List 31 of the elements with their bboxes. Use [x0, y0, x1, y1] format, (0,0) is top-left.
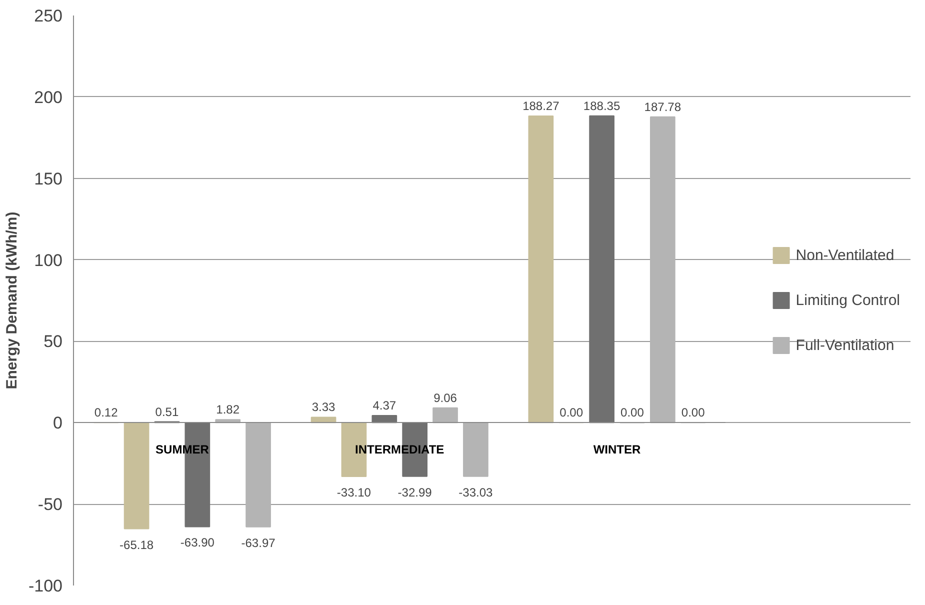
x-tick-label: WINTER — [593, 442, 642, 457]
y-tick-label: 150 — [34, 169, 63, 188]
y-tick-label: 200 — [34, 88, 63, 107]
data-label: 0.51 — [155, 404, 179, 419]
y-tick-label: -100 — [28, 576, 63, 596]
data-label: -63.90 — [180, 536, 215, 550]
data-label: 1.82 — [216, 402, 240, 417]
legend-label: Limiting Control — [796, 292, 900, 308]
data-label: 4.37 — [372, 398, 396, 413]
y-tick-label: 250 — [34, 6, 63, 26]
y-tick-label: -50 — [38, 495, 63, 514]
data-label: -32.99 — [398, 485, 432, 500]
data-label: -33.10 — [336, 486, 372, 500]
data-label: 187.78 — [644, 100, 682, 114]
data-label: 9.06 — [434, 390, 458, 405]
data-label: 0.00 — [560, 406, 584, 420]
y-tick-label: 50 — [44, 332, 63, 352]
data-label: 0.00 — [681, 406, 706, 420]
data-label: 3.33 — [312, 400, 336, 414]
data-label: 188.27 — [522, 99, 560, 114]
legend-label: Non-Ventilated — [796, 246, 894, 264]
data-label: -63.97 — [241, 536, 276, 550]
legend-label: Full-Ventilation — [796, 336, 894, 354]
data-label: -33.03 — [458, 485, 494, 500]
data-label: 0.12 — [94, 405, 118, 420]
y-axis-title: Energy Demand (kWh/m) — [3, 212, 20, 390]
y-tick-label: 100 — [34, 250, 63, 270]
y-tick-label: 0 — [53, 414, 63, 433]
data-label: 0.00 — [620, 406, 644, 420]
data-label: -65.18 — [120, 538, 154, 552]
data-label: 188.35 — [583, 98, 620, 113]
